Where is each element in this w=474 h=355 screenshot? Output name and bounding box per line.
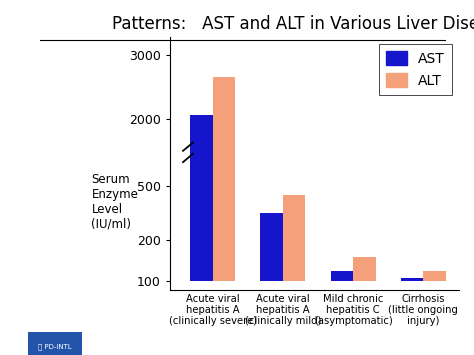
Bar bbox=[330, 271, 353, 281]
Text: Serum
Enzyme
Level
(IU/ml): Serum Enzyme Level (IU/ml) bbox=[91, 173, 138, 231]
Bar bbox=[423, 271, 446, 281]
Bar bbox=[283, 195, 305, 281]
Text: Ⓟ PD-INTL: Ⓟ PD-INTL bbox=[38, 343, 72, 350]
Bar bbox=[353, 257, 375, 281]
Bar bbox=[401, 278, 423, 281]
Bar bbox=[260, 213, 283, 281]
Title: Patterns:   AST and ALT in Various Liver Diseases: Patterns: AST and ALT in Various Liver D… bbox=[112, 15, 474, 33]
Bar bbox=[190, 115, 212, 281]
Bar bbox=[212, 77, 235, 281]
Legend: AST, ALT: AST, ALT bbox=[380, 44, 452, 95]
